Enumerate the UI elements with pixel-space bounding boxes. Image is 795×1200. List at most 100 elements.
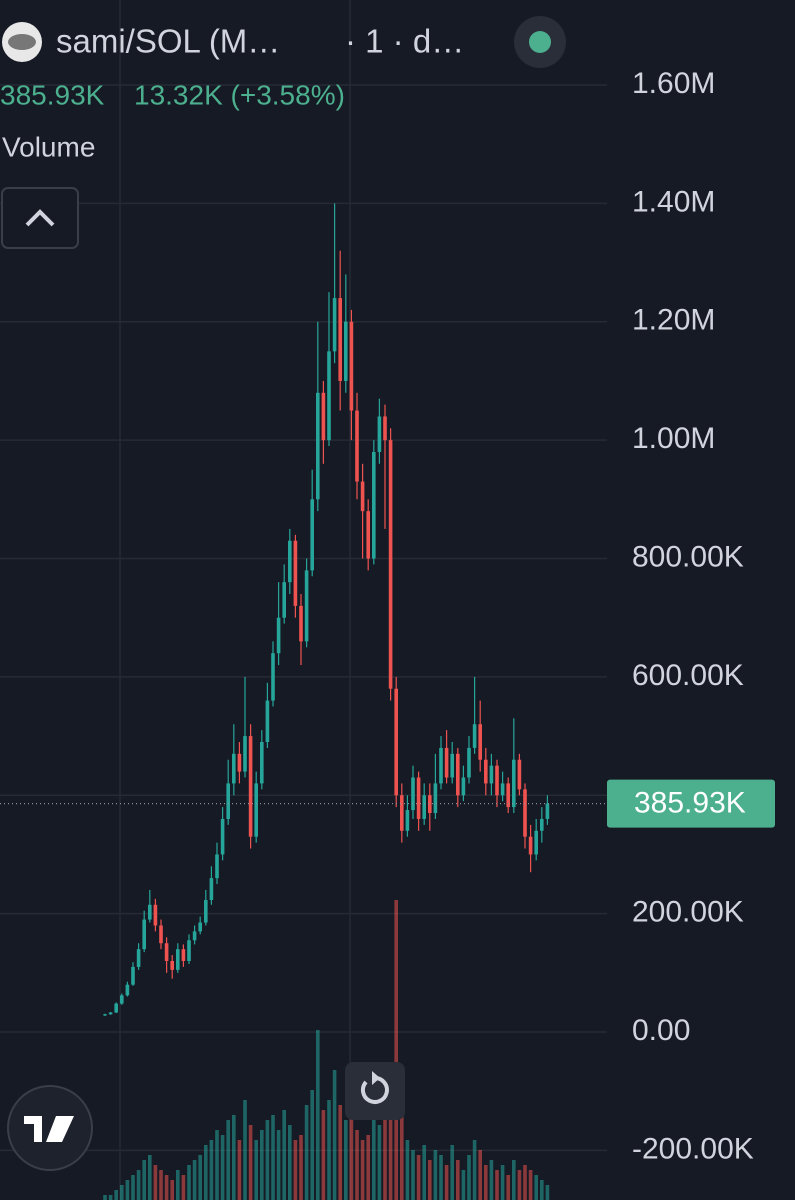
volume-bar — [433, 1150, 438, 1200]
reset-button[interactable] — [345, 1062, 405, 1120]
volume-bar — [170, 1180, 174, 1200]
candle-body — [220, 818, 225, 855]
candle-body — [170, 960, 174, 970]
candle-body — [299, 605, 303, 642]
candle-body — [512, 759, 516, 808]
volume-bar — [142, 1160, 146, 1200]
volume-bar — [321, 1110, 326, 1200]
candle-body — [484, 759, 488, 784]
volume-bar — [237, 1140, 242, 1200]
candle-body — [338, 298, 342, 381]
candle-body — [472, 724, 477, 748]
volume-bar — [114, 1190, 118, 1200]
candle-body — [232, 753, 236, 784]
candle-body — [136, 949, 141, 967]
candle-body — [215, 854, 219, 879]
volume-bar — [388, 1080, 393, 1200]
volume-bar — [215, 1130, 219, 1200]
volume-bar — [288, 1125, 292, 1200]
volume-bar — [461, 1170, 466, 1200]
volume-bar — [484, 1165, 488, 1200]
volume-bar — [332, 1070, 337, 1200]
candle-body — [293, 540, 298, 606]
status-dot — [529, 31, 551, 53]
candle-body — [534, 830, 538, 855]
last-price: 385.93K — [0, 79, 105, 110]
candle-body — [316, 392, 320, 500]
candle-body — [355, 410, 359, 482]
candle-body — [478, 724, 482, 760]
y-tick-label: 200.00K — [632, 896, 744, 929]
interval[interactable]: · 1 · d… — [345, 23, 464, 60]
volume-bar — [534, 1175, 538, 1200]
tradingview-mark — [24, 1116, 74, 1142]
candle-body — [304, 570, 309, 642]
candle-body — [461, 777, 466, 796]
candle-body — [411, 777, 415, 811]
volume-bar — [108, 1195, 113, 1200]
volume-bar — [366, 1135, 370, 1200]
volume-bar — [355, 1130, 359, 1200]
candle-body — [433, 783, 438, 814]
volume-bar — [338, 1105, 342, 1200]
candle-body — [517, 759, 522, 790]
candle-body — [176, 949, 180, 970]
candle-body — [148, 904, 152, 920]
candle-body — [271, 653, 275, 701]
volume-bar — [125, 1180, 130, 1200]
volume-bar — [316, 1030, 320, 1200]
volume-bar — [243, 1100, 247, 1200]
reset-icon — [360, 1076, 389, 1104]
volume-bar — [478, 1150, 482, 1200]
candle-body — [416, 777, 421, 819]
candle-body — [192, 931, 197, 941]
volume-bar — [394, 900, 398, 1200]
volume-bar — [450, 1145, 454, 1200]
tradingview-logo[interactable] — [7, 1085, 93, 1171]
volume-bar — [528, 1170, 533, 1200]
volume-bar — [164, 1175, 169, 1200]
candle-body — [377, 416, 382, 452]
volume-bar — [260, 1130, 264, 1200]
volume-bar — [405, 1140, 410, 1200]
candle-body — [428, 795, 432, 814]
candle-body — [282, 582, 286, 618]
candle-body — [310, 499, 314, 571]
candle-body — [388, 440, 393, 689]
y-tick-label: 1.60M — [632, 67, 715, 100]
volume-bar — [254, 1140, 258, 1200]
volume-bar — [248, 1125, 253, 1200]
candle-body — [500, 783, 505, 796]
y-tick-label: 1.40M — [632, 185, 715, 218]
volume-bar — [416, 1155, 421, 1200]
y-tick-label: 800.00K — [632, 540, 744, 573]
indicator-name[interactable]: Volume — [2, 131, 95, 162]
volume-bar — [226, 1120, 230, 1200]
volume-bar — [159, 1170, 163, 1200]
chevron-icon — [25, 209, 55, 227]
volume-bar — [265, 1120, 270, 1200]
volume-bar — [136, 1170, 141, 1200]
symbol-name[interactable]: sami/SOL (M… — [56, 23, 280, 60]
volume-bar — [472, 1140, 477, 1200]
candle-body — [159, 925, 163, 944]
volume-bar — [428, 1160, 432, 1200]
candle-body — [394, 688, 398, 796]
volume-bar — [204, 1145, 208, 1200]
candle-body — [198, 922, 202, 932]
volume-bar — [327, 1100, 331, 1200]
volume-bar — [176, 1170, 180, 1200]
candle-body — [506, 783, 510, 808]
volume-bar — [467, 1155, 471, 1200]
collapse-button[interactable] — [1, 187, 79, 249]
candle-body — [288, 540, 292, 583]
volume-bar — [148, 1155, 152, 1200]
volume-bar — [422, 1145, 426, 1200]
volume-bar — [271, 1115, 275, 1200]
volume-bar — [523, 1165, 527, 1200]
last-price-tag — [607, 779, 775, 828]
volume-bar — [411, 1150, 415, 1200]
volume-bar — [282, 1110, 286, 1200]
candle-body — [237, 753, 242, 772]
